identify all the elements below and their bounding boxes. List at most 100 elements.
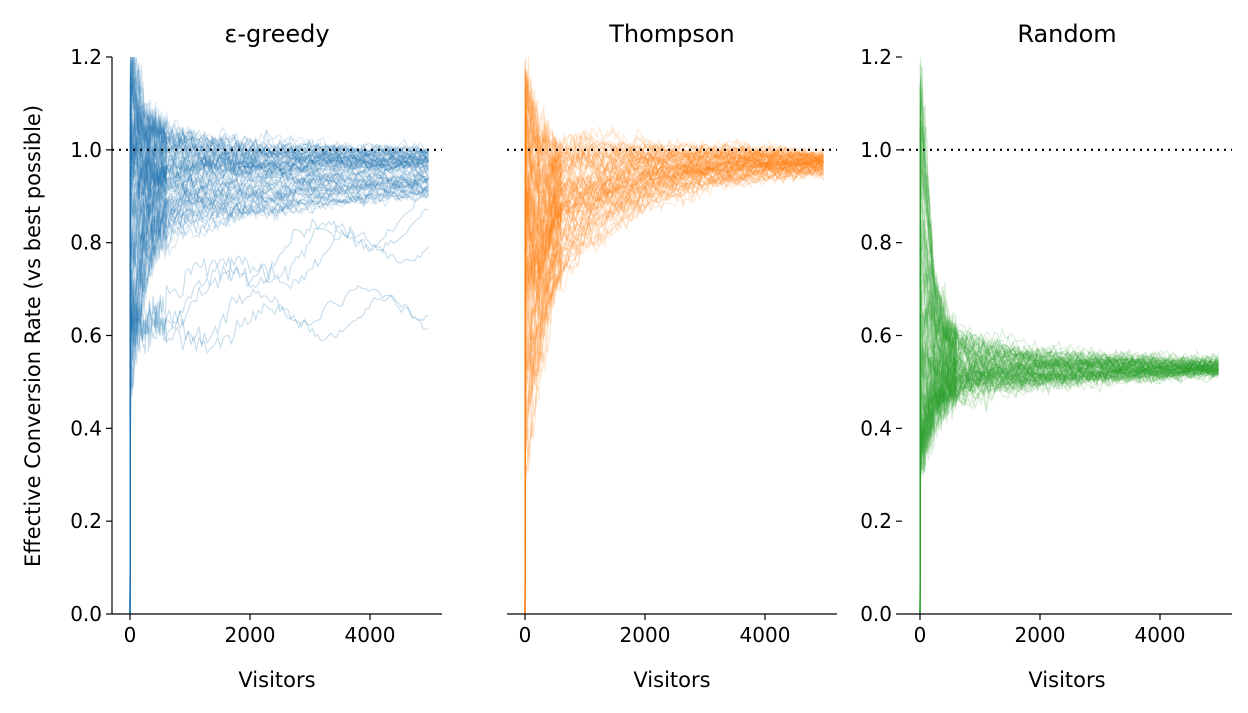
series-line xyxy=(524,153,824,249)
series-line xyxy=(524,65,824,614)
series-line xyxy=(524,98,825,614)
series-line xyxy=(524,159,824,614)
series-line xyxy=(129,76,429,614)
series-line xyxy=(524,165,825,614)
series-line xyxy=(919,156,1219,614)
series-line xyxy=(524,114,824,614)
series-line xyxy=(919,116,1220,438)
y-tick-label: 0.2 xyxy=(860,509,892,533)
series-lines xyxy=(129,57,430,614)
series-line xyxy=(524,155,824,614)
series-line xyxy=(919,346,1219,401)
series-line xyxy=(129,147,429,212)
series-line xyxy=(129,140,429,614)
series-line xyxy=(129,187,429,614)
series-line xyxy=(524,96,824,182)
series-line xyxy=(524,117,824,196)
series-line xyxy=(129,57,429,614)
series-line xyxy=(919,79,1219,371)
series-line xyxy=(129,137,429,267)
series-line xyxy=(129,99,429,276)
series-line xyxy=(919,330,1219,547)
series-line xyxy=(919,101,1220,551)
y-tick-label: 0.0 xyxy=(860,602,892,626)
series-line xyxy=(919,312,1219,477)
panel-1: 0.0 0.2 0.4 0.6 0.8 1.0 1.2 0 2000 4000 Visitors ε-… xyxy=(70,20,442,692)
series-line xyxy=(919,145,1220,471)
series-line xyxy=(129,119,429,488)
series-line xyxy=(129,171,429,614)
series-line xyxy=(524,155,824,614)
series-line xyxy=(524,150,824,253)
series-line xyxy=(919,232,1219,487)
series-line xyxy=(524,75,824,340)
series-line xyxy=(524,155,824,413)
series-line xyxy=(919,310,1219,614)
series-line xyxy=(524,162,824,614)
series-line xyxy=(129,182,429,614)
series-line xyxy=(129,146,429,614)
series-line xyxy=(919,358,1219,454)
series-line xyxy=(129,175,429,323)
series-line xyxy=(919,364,1219,487)
series-line xyxy=(129,190,429,614)
series-line xyxy=(524,61,824,181)
series-line xyxy=(919,364,1219,614)
series-line xyxy=(129,284,429,614)
x-axis-label: Visitors xyxy=(238,668,315,692)
series-line xyxy=(129,176,429,591)
series-line xyxy=(129,59,429,245)
series-line xyxy=(919,340,1219,569)
series-line xyxy=(524,111,824,614)
series-line xyxy=(524,160,825,335)
series-line xyxy=(919,360,1219,614)
series-line xyxy=(129,113,429,614)
series-line xyxy=(129,126,429,614)
series-line xyxy=(129,176,429,614)
y-tick-label: 0.8 xyxy=(860,231,892,255)
series-line xyxy=(524,81,824,614)
series-line xyxy=(524,157,824,614)
series-line xyxy=(919,364,1219,614)
series-line xyxy=(919,57,1219,404)
series-line xyxy=(524,113,824,347)
series-line xyxy=(129,165,429,614)
series-line xyxy=(919,124,1219,432)
y-tick-label: 1.0 xyxy=(860,138,892,162)
series-lines xyxy=(524,57,825,614)
series-line xyxy=(919,357,1219,614)
series-line xyxy=(524,71,824,488)
series-line xyxy=(129,163,430,576)
series-line xyxy=(524,71,824,256)
series-line xyxy=(524,117,824,614)
series-line xyxy=(129,166,429,614)
series-line xyxy=(129,113,429,425)
series-line xyxy=(129,172,429,614)
series-line xyxy=(129,179,429,490)
series-line xyxy=(524,166,825,614)
series-line xyxy=(129,57,429,614)
series-line xyxy=(129,155,429,219)
series-line xyxy=(129,161,429,614)
series-line xyxy=(919,354,1219,614)
series-line xyxy=(129,79,429,424)
y-tick-label: 1.2 xyxy=(70,45,102,69)
series-line xyxy=(129,104,429,614)
series-line xyxy=(129,81,429,344)
series-line xyxy=(919,355,1219,614)
series-line xyxy=(919,365,1219,614)
x-tick-label: 2000 xyxy=(225,623,276,647)
series-line xyxy=(919,249,1219,614)
series-line xyxy=(524,155,825,233)
series-line xyxy=(129,188,429,614)
series-line xyxy=(129,191,430,614)
series-line xyxy=(524,90,824,258)
series-line xyxy=(129,159,429,614)
series-line xyxy=(129,95,429,614)
series-line xyxy=(919,277,1219,614)
series-line xyxy=(129,123,429,614)
x-axis-label: Visitors xyxy=(633,668,710,692)
y-tick-label: 0.0 xyxy=(70,602,102,626)
series-line xyxy=(524,155,824,614)
